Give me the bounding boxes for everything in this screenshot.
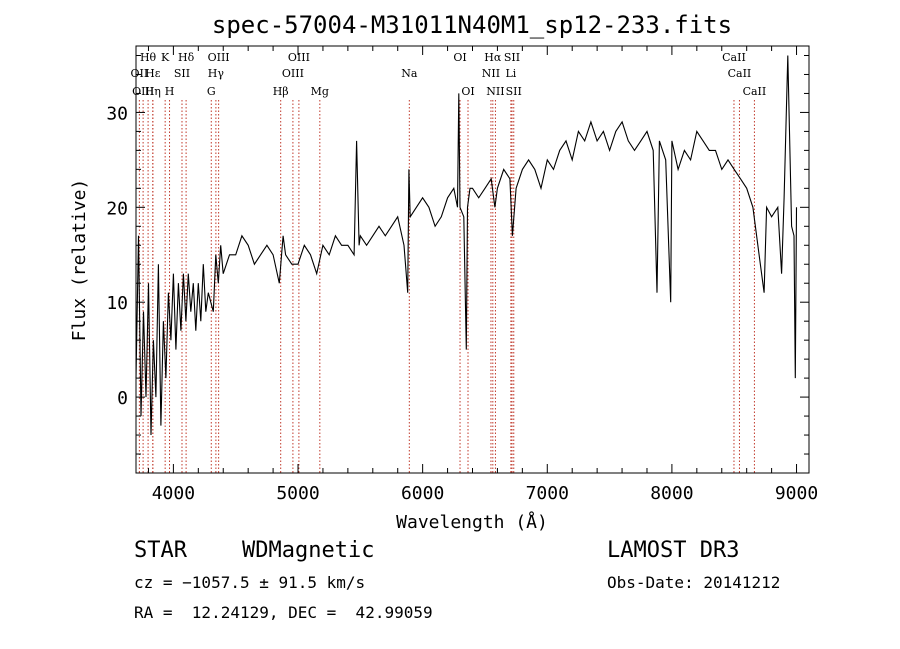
x-tick-label: 9000 <box>775 483 818 504</box>
x-tick-label: 8000 <box>650 483 693 504</box>
chart-title: spec-57004-M31011N40M1_sp12-233.fits <box>212 11 732 39</box>
spectral-line-label: K <box>161 51 170 64</box>
spectral-line-label: Hθ <box>140 51 157 64</box>
spectral-line-label: OIII <box>132 85 154 98</box>
observation-date: Obs-Date: 20141212 <box>607 573 781 592</box>
y-tick-label: 0 <box>117 388 128 409</box>
y-tick-label: 10 <box>106 293 128 314</box>
spectral-line-label: Hβ <box>273 85 289 98</box>
spectral-line-label: H <box>165 85 175 98</box>
spectral-line-label: SII <box>174 67 190 80</box>
x-axis-label: Wavelength (Å) <box>396 511 548 533</box>
y-tick-label: 20 <box>106 198 128 219</box>
spectrum-series-line <box>135 55 798 436</box>
x-tick-label: 6000 <box>401 483 444 504</box>
plot-frame <box>135 45 810 474</box>
object-subclass: WDMagnetic <box>242 538 375 563</box>
spectral-line-label: OI <box>461 85 474 98</box>
x-tick-label: 7000 <box>526 483 569 504</box>
spectral-line-label: OII <box>131 67 149 80</box>
x-tick-label: 5000 <box>276 483 319 504</box>
spectral-line-label: OIII <box>282 67 304 80</box>
spectral-line-label: NII <box>486 85 504 98</box>
spectral-line-label: CaII <box>722 51 746 64</box>
spectral-line-label: SII <box>504 51 520 64</box>
ra-dec-coordinates: RA = 12.24129, DEC = 42.99059 <box>134 603 433 622</box>
spectral-line-label: Hη <box>145 85 161 98</box>
spectral-line-label: SII <box>506 85 522 98</box>
spectral-line-label: NII <box>482 67 500 80</box>
spectral-line-labels: Hθ OII OIII Hε Hη K Hδ SII H OIII Hγ G OIII OIII Hβ Mg N… <box>131 51 767 98</box>
spectral-line-label: Hγ <box>208 67 225 80</box>
spectral-line-markers <box>138 100 755 473</box>
spectral-line-label: Li <box>505 67 516 80</box>
spectral-line-label: Na <box>401 67 418 80</box>
y-tick-label: 30 <box>106 103 128 124</box>
x-tick-label: 4000 <box>152 483 195 504</box>
spectral-line-label: Hε <box>145 67 161 80</box>
survey-name: LAMOST DR3 <box>607 538 740 563</box>
spectral-line-label: CaII <box>728 67 752 80</box>
spectral-line-label: OIII <box>208 51 230 64</box>
spectral-line-label: G <box>207 85 216 98</box>
redshift-cz: cz = −1057.5 ± 91.5 km/s <box>134 573 366 592</box>
spectral-line-label: CaII <box>743 85 767 98</box>
x-axis: 4000 5000 6000 7000 8000 9000 <box>147 46 818 504</box>
spectral-line-label: Mg <box>311 85 329 98</box>
spectral-line-label: OI <box>453 51 466 64</box>
y-axis-label: Flux (relative) <box>69 179 90 342</box>
y-axis: 0 10 20 30 <box>106 54 809 455</box>
spectral-line-label: Hδ <box>178 51 195 64</box>
spectral-line-label: OIII <box>288 51 310 64</box>
spectral-line-label: Hα <box>484 51 502 64</box>
object-class: STAR <box>134 538 187 563</box>
